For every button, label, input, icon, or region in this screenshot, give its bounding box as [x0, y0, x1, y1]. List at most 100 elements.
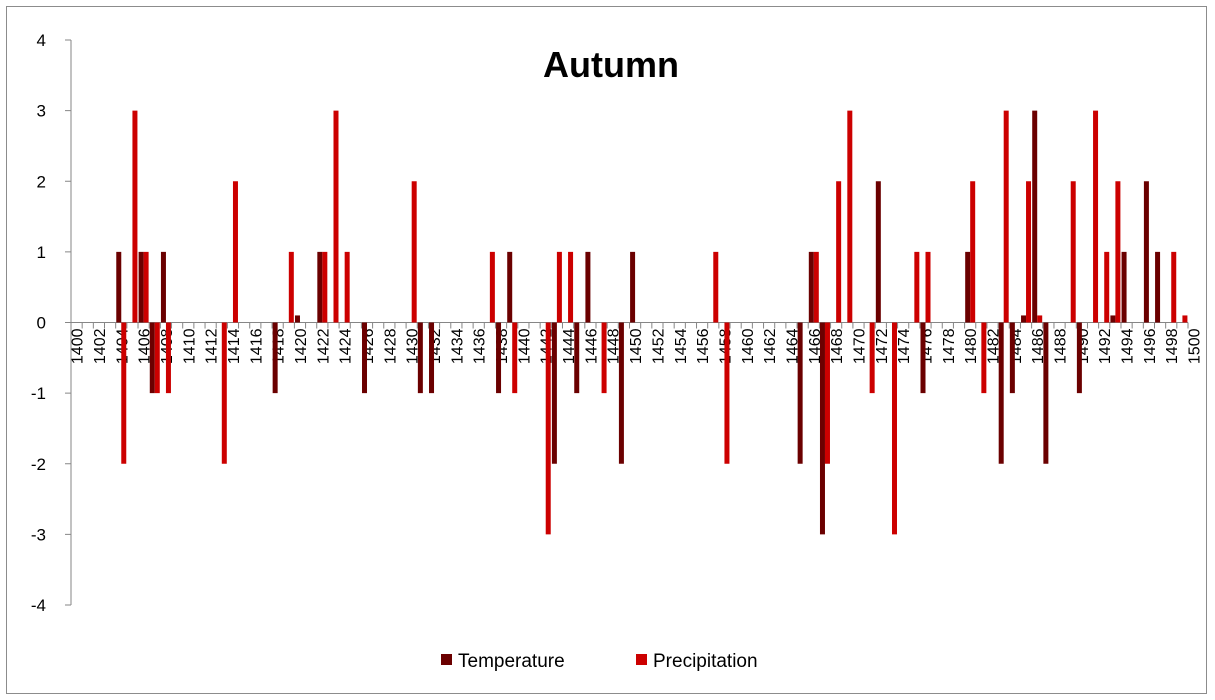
temperature-bar [1043, 322, 1049, 464]
precipitation-bar [545, 322, 551, 535]
x-tick-label: 1494 [1120, 328, 1137, 364]
x-tick-label: 1482 [986, 328, 1003, 364]
x-tick-label: 1456 [695, 328, 712, 364]
temperature-bar [294, 315, 300, 323]
precipitation-bar [121, 322, 127, 464]
temperature-bar [1143, 181, 1149, 323]
chart-title: Autumn [543, 44, 679, 85]
temperature-bar [797, 322, 803, 464]
temperature-bar [1032, 110, 1038, 323]
x-tick-label: 1470 [851, 328, 868, 364]
temperature-bar [1076, 322, 1082, 394]
legend-label-precipitation: Precipitation [653, 651, 758, 672]
x-tick-label: 1434 [449, 328, 466, 364]
y-tick-label: 0 [37, 314, 46, 333]
precipitation-bar [914, 251, 920, 323]
precipitation-bar [221, 322, 227, 464]
precipitation-bar [970, 181, 976, 323]
temperature-bar [507, 251, 513, 323]
temperature-bar [819, 322, 825, 535]
temperature-bar [272, 322, 278, 394]
x-tick-label: 1486 [1030, 328, 1047, 364]
x-tick-label: 1416 [248, 328, 265, 364]
x-tick-label: 1446 [583, 328, 600, 364]
y-tick-label: -1 [31, 384, 46, 403]
precipitation-bar [836, 181, 842, 323]
temperature-bar [149, 322, 155, 394]
precipitation-bar [1070, 181, 1076, 323]
x-tick-label: 1444 [561, 328, 578, 364]
y-tick-label: -3 [31, 525, 46, 544]
x-tick-label: 1454 [673, 328, 690, 364]
x-tick-label: 1478 [941, 328, 958, 364]
x-tick-label: 1462 [762, 328, 779, 364]
x-tick-label: 1452 [650, 328, 667, 364]
temperature-bar [1121, 251, 1127, 323]
precipitation-bar [154, 322, 160, 394]
precipitation-bar [411, 181, 417, 323]
temperature-bar [138, 251, 144, 323]
precipitation-bar [1115, 181, 1121, 323]
precipitation-bar [1037, 315, 1043, 323]
temperature-bar [965, 251, 971, 323]
temperature-bar [998, 322, 1004, 464]
precipitation-bar [132, 110, 138, 323]
temperature-bar [551, 322, 557, 464]
temperature-bar [920, 322, 926, 394]
x-tick-label: 1474 [896, 328, 913, 364]
x-tick-label: 1496 [1142, 328, 1159, 364]
y-tick-label: -2 [31, 455, 46, 474]
legend: Temperature Precipitation [441, 651, 758, 672]
x-tick-label: 1466 [807, 328, 824, 364]
temperature-bar [496, 322, 502, 394]
precipitation-bar [489, 251, 495, 323]
x-tick-label: 1480 [963, 328, 980, 364]
temperature-bar [574, 322, 580, 394]
temperature-bar [630, 251, 636, 323]
x-tick-label: 1406 [137, 328, 154, 364]
x-tick-label: 1428 [382, 328, 399, 364]
x-tick-label: 1414 [226, 328, 243, 364]
axes: -4-3-2-101234140014021404140614081410141… [31, 31, 1204, 615]
y-tick-label: 1 [37, 243, 46, 262]
legend-label-temperature: Temperature [458, 651, 565, 672]
y-tick-label: -4 [31, 596, 46, 615]
x-tick-label: 1402 [92, 328, 109, 364]
y-tick-label: 3 [37, 102, 46, 121]
x-tick-label: 1500 [1187, 328, 1204, 364]
precipitation-bar [333, 110, 339, 323]
temperature-bar [875, 181, 881, 323]
precipitation-bar [1093, 110, 1099, 323]
temperature-bar [1021, 315, 1027, 323]
x-tick-label: 1412 [204, 328, 221, 364]
precipitation-bar [824, 322, 830, 464]
precipitation-bar [143, 251, 149, 323]
precipitation-bar [322, 251, 328, 323]
x-tick-label: 1424 [338, 328, 355, 364]
x-tick-label: 1498 [1164, 328, 1181, 364]
temperature-bar [618, 322, 624, 464]
x-tick-label: 1460 [740, 328, 757, 364]
precipitation-bar [1026, 181, 1032, 323]
x-tick-label: 1450 [628, 328, 645, 364]
precipitation-bar [813, 251, 819, 323]
x-tick-label: 1436 [472, 328, 489, 364]
temperature-bar [1110, 315, 1116, 323]
precipitation-bar [556, 251, 562, 323]
x-tick-label: 1492 [1097, 328, 1114, 364]
precipitation-bar [232, 181, 238, 323]
temperature-bar [808, 251, 814, 323]
precipitation-bar [344, 251, 350, 323]
temperature-bar [160, 251, 166, 323]
legend-swatch-temperature [441, 654, 452, 665]
precipitation-bar [869, 322, 875, 394]
x-tick-label: 1440 [516, 328, 533, 364]
precipitation-bar [847, 110, 853, 323]
temperature-bar [585, 251, 591, 323]
y-tick-label: 2 [37, 172, 46, 191]
precipitation-bar [981, 322, 987, 394]
temperature-bar [317, 251, 323, 323]
precipitation-bar [1003, 110, 1009, 323]
x-tick-label: 1430 [405, 328, 422, 364]
